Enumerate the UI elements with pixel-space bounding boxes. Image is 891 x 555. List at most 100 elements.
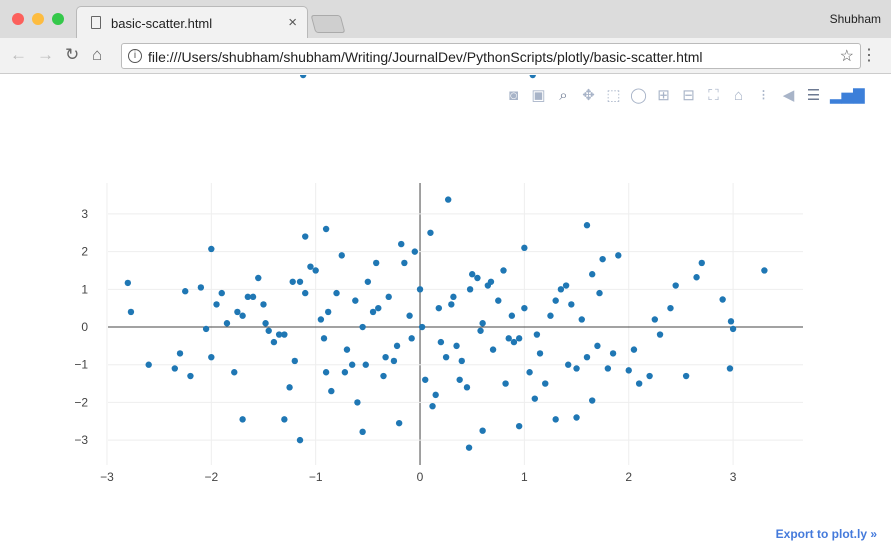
data-point[interactable] [698,259,705,267]
data-point[interactable] [448,301,455,308]
data-point[interactable] [262,320,269,327]
reload-icon[interactable]: ↻ [65,45,80,64]
data-point[interactable] [510,338,518,346]
data-point[interactable] [604,365,612,372]
data-point[interactable] [281,416,288,423]
data-point[interactable] [182,288,189,295]
data-point[interactable] [536,350,544,357]
data-point[interactable] [429,402,436,410]
data-point[interactable] [583,353,591,361]
maximize-window-button[interactable] [52,13,64,25]
data-point[interactable] [239,416,246,423]
autoscale-icon[interactable]: ⛶ [708,86,719,104]
scatter-plot[interactable]: −3 −2 −1 0 1 2 3 −3 −2 −1 0 1 2 3 [0,75,891,515]
data-point[interactable] [479,427,486,434]
data-point[interactable] [239,312,246,319]
data-point[interactable] [615,252,622,259]
close-tab-icon[interactable]: × [288,14,297,31]
data-point[interactable] [127,308,135,316]
data-point[interactable] [542,380,549,387]
minimize-window-button[interactable] [32,13,44,25]
data-point[interactable] [401,259,408,267]
data-point[interactable] [529,75,536,79]
data-point[interactable] [578,316,585,323]
data-point[interactable] [343,346,351,353]
data-point[interactable] [515,335,523,342]
data-point[interactable] [395,419,403,427]
data-point[interactable] [275,331,283,338]
data-point[interactable] [453,342,460,350]
data-point[interactable] [202,325,210,333]
data-point[interactable] [468,271,476,278]
data-point[interactable] [418,323,426,331]
data-point[interactable] [270,338,278,346]
data-point[interactable] [382,353,389,361]
data-point[interactable] [682,372,690,380]
data-point[interactable] [562,282,570,289]
data-point[interactable] [667,304,674,312]
data-point[interactable] [719,296,726,303]
lasso-icon[interactable]: ◯ [630,86,647,104]
export-link[interactable]: Export to plot.ly » [775,527,877,541]
data-point[interactable] [583,222,591,229]
menu-icon[interactable]: ⋮ [861,47,877,64]
data-point[interactable] [320,335,328,342]
data-point[interactable] [265,327,272,334]
data-point[interactable] [302,233,309,240]
data-point[interactable] [208,245,215,253]
data-point[interactable] [341,369,349,376]
new-tab-button[interactable] [310,15,346,33]
data-point[interactable] [348,361,356,368]
data-point[interactable] [432,391,439,399]
home-reset-icon[interactable]: ⌂ [733,86,744,104]
data-point[interactable] [594,342,601,350]
data-point[interactable] [589,271,596,278]
data-point[interactable] [408,335,415,342]
data-point[interactable] [552,416,559,423]
data-point[interactable] [359,323,366,331]
data-point[interactable] [124,279,132,287]
data-point[interactable] [286,384,293,391]
data-point[interactable] [364,278,372,285]
hover-compare-icon[interactable]: ☰ [806,86,821,104]
data-point[interactable] [338,252,345,259]
data-point[interactable] [533,331,541,338]
data-point[interactable] [322,225,330,233]
data-point[interactable] [573,414,580,421]
data-point[interactable] [456,376,463,383]
data-point[interactable] [231,369,238,376]
data-point[interactable] [487,278,495,285]
data-point[interactable] [145,361,152,368]
data-point[interactable] [281,331,288,338]
data-point[interactable] [187,372,194,380]
data-point[interactable] [568,301,575,308]
data-point[interactable] [761,267,768,274]
data-point[interactable] [312,267,319,274]
data-point[interactable] [557,286,565,293]
data-point[interactable] [354,399,361,406]
profile-name[interactable]: Shubham [829,12,881,26]
data-point[interactable] [359,428,366,436]
data-point[interactable] [299,75,307,79]
data-point[interactable] [489,346,497,353]
pan-icon[interactable]: ✥ [582,86,595,104]
data-point[interactable] [375,304,382,312]
data-point[interactable] [651,316,659,323]
forward-icon[interactable]: → [37,45,54,64]
data-point[interactable] [531,395,539,402]
data-point[interactable] [328,387,335,395]
data-point[interactable] [393,342,401,350]
data-point[interactable] [352,297,359,304]
data-point[interactable] [249,293,257,301]
data-point[interactable] [495,297,502,304]
data-point[interactable] [630,346,638,353]
data-point[interactable] [302,289,309,297]
save-icon[interactable]: ▣ [531,86,546,104]
back-icon[interactable]: ← [10,45,27,64]
data-point[interactable] [450,293,457,301]
data-point[interactable] [435,304,443,312]
data-point[interactable] [255,274,262,282]
data-point[interactable] [463,384,471,391]
data-point[interactable] [635,380,643,387]
data-point[interactable] [390,357,398,365]
